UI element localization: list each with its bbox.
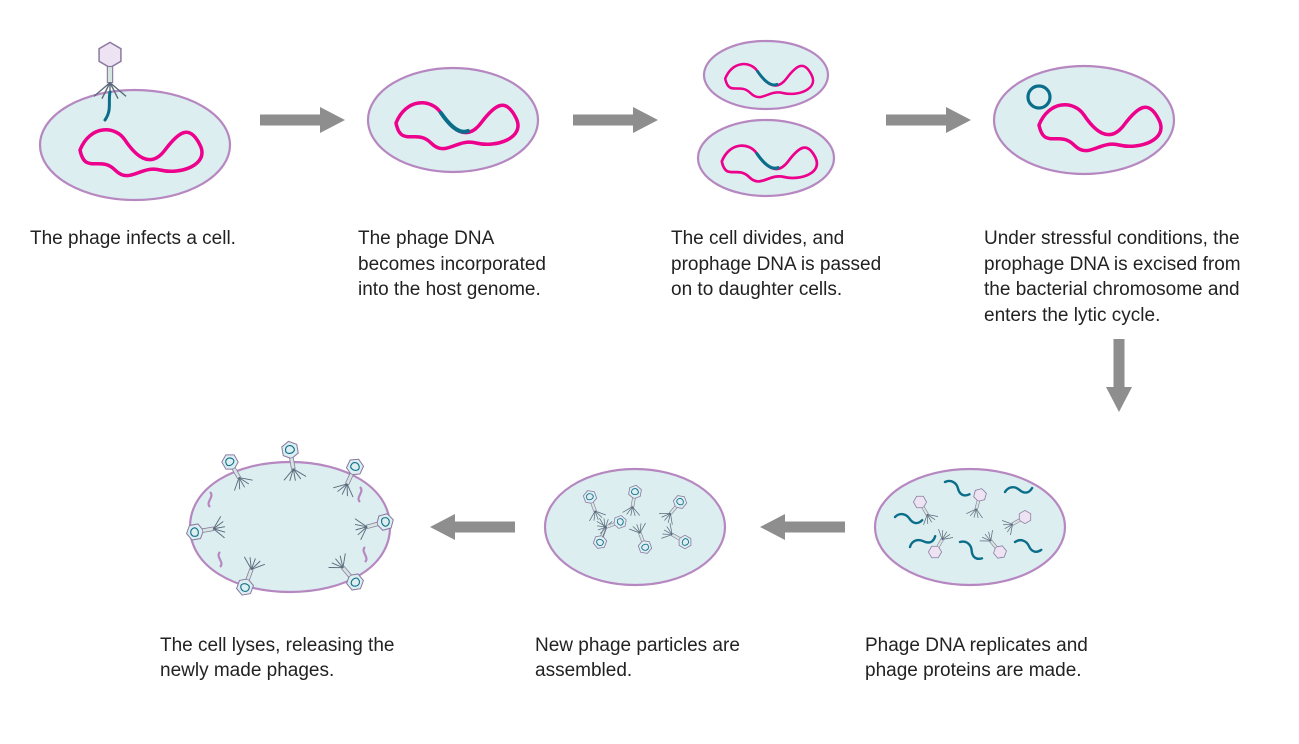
top-row: The phage infects a cell. The phage DNA … — [30, 20, 1269, 329]
stage-3-figure — [671, 20, 861, 220]
stage-7-caption: The cell lyses, releasing the newly made… — [160, 633, 420, 684]
stage-2-caption: The phage DNA becomes incorporated into … — [358, 226, 573, 303]
stage-5-replicates: Phage DNA replicates and phage proteins … — [865, 427, 1125, 684]
stage-5-figure — [865, 427, 1075, 627]
stage-3-caption: The cell divides, and prophage DNA is pa… — [671, 226, 886, 303]
arrow-2-icon — [573, 20, 663, 220]
stage-2-figure — [358, 20, 548, 220]
stage-4-caption: Under stressful conditions, the prophage… — [984, 226, 1264, 329]
arrow-5-icon — [760, 427, 855, 627]
stage-7-figure — [160, 427, 420, 627]
stage-5-caption: Phage DNA replicates and phage proteins … — [865, 633, 1125, 684]
stage-4-excised: Under stressful conditions, the prophage… — [984, 20, 1264, 329]
stage-2-incorporated: The phage DNA becomes incorporated into … — [358, 20, 573, 303]
arrow-6-icon — [430, 427, 525, 627]
arrow-3-icon — [886, 20, 976, 220]
stage-7-lyses: The cell lyses, releasing the newly made… — [160, 427, 430, 684]
stage-1-infects: The phage infects a cell. — [30, 20, 260, 252]
stage-6-caption: New phage particles are assembled. — [535, 633, 760, 684]
bottom-row: The cell lyses, releasing the newly made… — [160, 427, 1269, 684]
arrow-1-icon — [260, 20, 350, 220]
stage-1-caption: The phage infects a cell. — [30, 226, 236, 252]
stage-3-divides: The cell divides, and prophage DNA is pa… — [671, 20, 886, 303]
stage-4-figure — [984, 20, 1184, 220]
stage-6-assembled: New phage particles are assembled. — [535, 427, 760, 684]
stage-6-figure — [535, 427, 735, 627]
arrow-down-icon — [30, 339, 1134, 417]
stage-1-figure — [30, 20, 240, 220]
